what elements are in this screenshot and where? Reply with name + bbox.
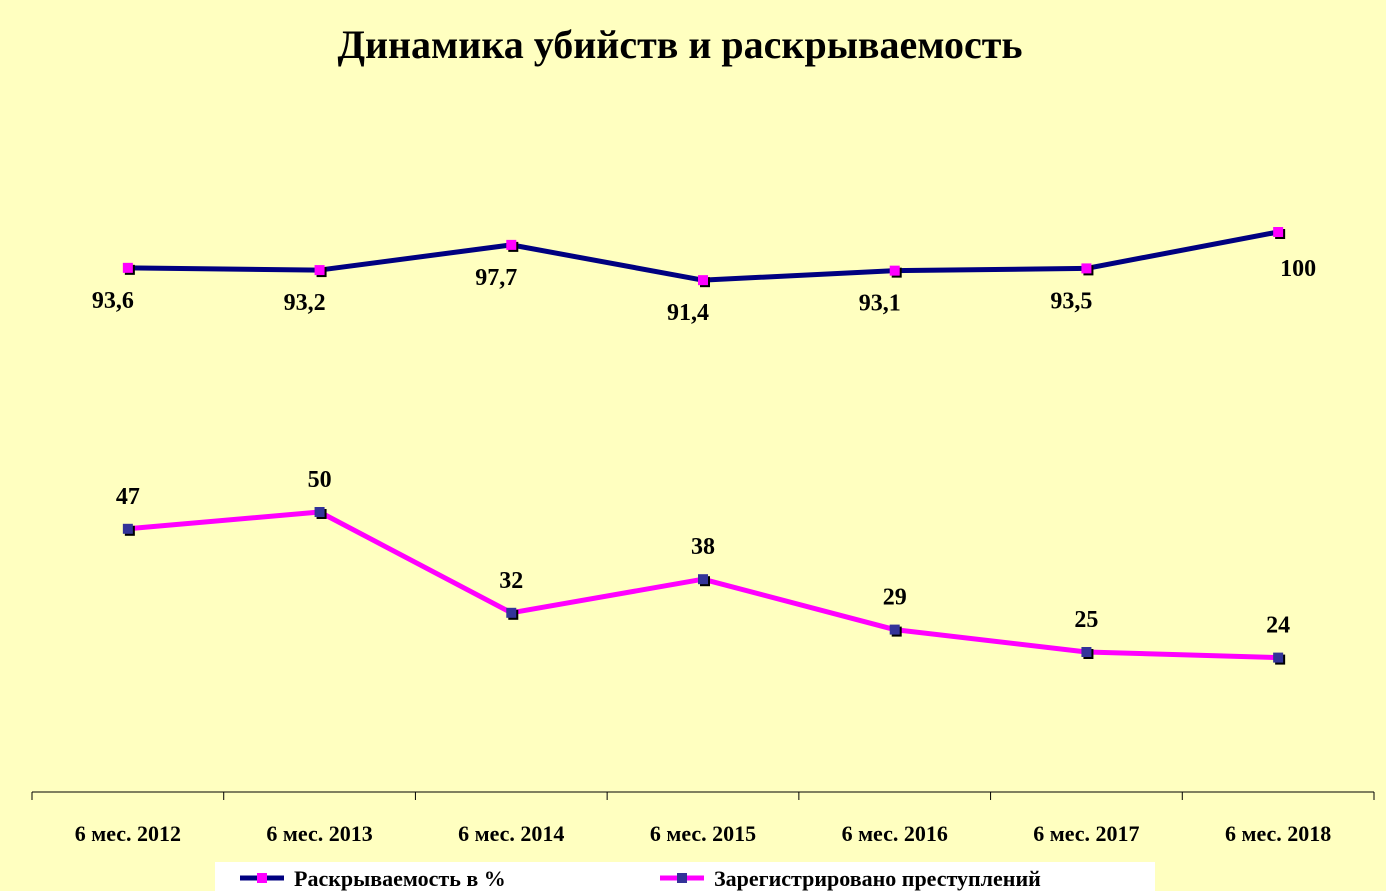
marker bbox=[698, 275, 708, 286]
x-tick-label: 6 мес. 2013 bbox=[266, 821, 372, 846]
marker bbox=[122, 523, 133, 534]
marker bbox=[506, 607, 517, 618]
data-label: 93,2 bbox=[284, 290, 326, 316]
data-label: 93,6 bbox=[92, 288, 134, 314]
data-label: 93,1 bbox=[859, 291, 901, 317]
x-tick-label: 6 мес. 2016 bbox=[842, 821, 948, 846]
marker bbox=[122, 262, 133, 273]
x-tick-label: 6 мес. 2014 bbox=[458, 821, 564, 846]
x-tick-label: 6 мес. 2012 bbox=[75, 821, 181, 846]
data-label: 38 bbox=[691, 534, 715, 560]
marker bbox=[889, 265, 900, 276]
data-label: 93,5 bbox=[1050, 288, 1092, 314]
x-tick-label: 6 мес. 2017 bbox=[1033, 821, 1139, 846]
chart-title: Динамика убийств и раскрываемость bbox=[337, 22, 1022, 67]
marker bbox=[1273, 227, 1284, 237]
marker bbox=[1081, 263, 1092, 274]
marker bbox=[1081, 647, 1092, 657]
marker bbox=[314, 507, 325, 517]
data-label: 100 bbox=[1280, 256, 1316, 282]
marker bbox=[314, 265, 325, 276]
data-label: 50 bbox=[308, 467, 332, 493]
data-label: 24 bbox=[1266, 613, 1290, 639]
marker bbox=[889, 624, 900, 635]
legend-label: Раскрываемость в % bbox=[294, 866, 506, 891]
marker bbox=[698, 574, 708, 585]
data-label: 32 bbox=[499, 568, 523, 594]
data-label: 91,4 bbox=[667, 300, 709, 326]
marker bbox=[1273, 652, 1284, 663]
data-label: 97,7 bbox=[475, 265, 517, 291]
x-tick-label: 6 мес. 2015 bbox=[650, 821, 756, 846]
data-label: 25 bbox=[1074, 607, 1098, 633]
legend-label: Зарегистрировано преступлений bbox=[714, 866, 1041, 891]
data-label: 47 bbox=[116, 484, 140, 510]
legend-marker bbox=[677, 873, 687, 883]
marker bbox=[506, 239, 517, 250]
x-tick-label: 6 мес. 2018 bbox=[1225, 821, 1331, 846]
data-label: 29 bbox=[883, 585, 907, 611]
legend-marker bbox=[257, 873, 267, 883]
